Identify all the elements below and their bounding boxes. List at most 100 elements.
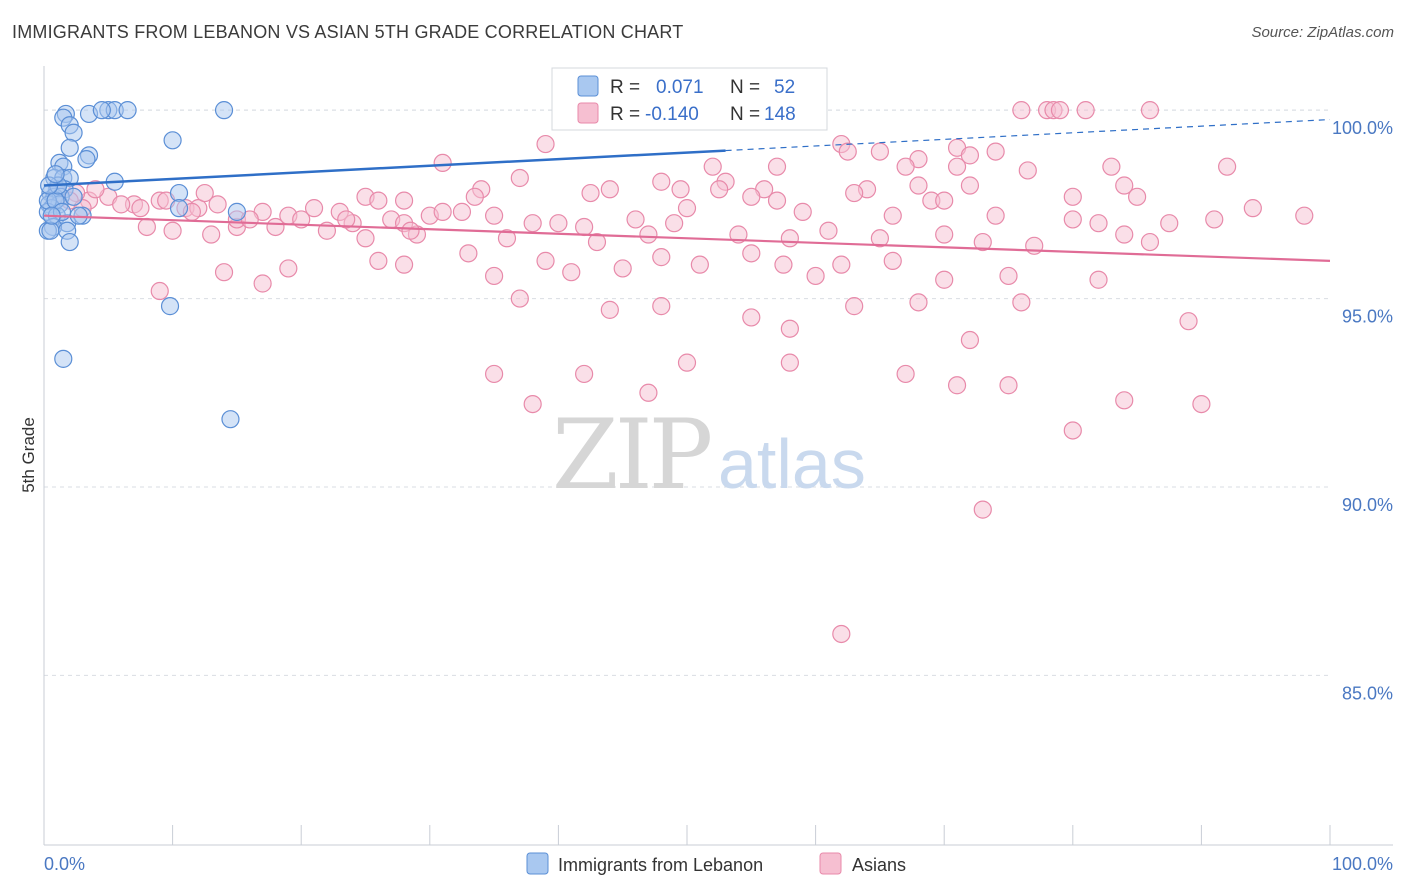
point-asians [626, 210, 645, 229]
point-lebanon [92, 101, 111, 120]
point-asians [780, 353, 799, 372]
point-lebanon [41, 221, 60, 240]
point-asians [562, 263, 581, 282]
source-credit: Source: ZipAtlas.com [1251, 24, 1394, 41]
point-asians [1140, 232, 1160, 252]
point-asians [304, 199, 324, 218]
point-asians [112, 195, 131, 214]
watermark-zip: ZIP [552, 399, 711, 511]
point-asians [208, 195, 227, 214]
watermark-atlas: atlas [718, 425, 866, 503]
point-asians [986, 142, 1005, 161]
point-asians [665, 214, 684, 233]
point-asians [163, 221, 182, 240]
point-lebanon [64, 187, 83, 206]
point-asians [1018, 161, 1037, 180]
point-asians [652, 172, 671, 191]
point-asians [1205, 210, 1224, 229]
point-asians [131, 199, 150, 218]
point-asians [202, 225, 221, 244]
y-tick-label: 100.0% [1332, 118, 1393, 138]
point-asians [960, 176, 980, 195]
trend-line-lebanon-extension [725, 118, 1331, 152]
point-asians [1012, 101, 1031, 120]
legend-label-asians: Asians [852, 855, 906, 875]
point-asians [947, 157, 967, 176]
point-asians [935, 191, 954, 210]
point-asians [832, 255, 851, 274]
point-asians [86, 180, 105, 199]
point-asians [774, 255, 793, 274]
point-lebanon [46, 165, 65, 184]
legend-n-label-2: N = [730, 104, 760, 125]
point-asians [394, 255, 414, 274]
point-asians [195, 183, 214, 203]
point-asians [575, 364, 594, 384]
point-asians [1218, 157, 1237, 176]
point-asians [819, 221, 838, 240]
trend-line-lebanon [43, 149, 726, 187]
legend-n-value-2: 148 [764, 104, 796, 125]
point-asians [1140, 101, 1160, 120]
chart-title: IMMIGRANTS FROM LEBANON VS ASIAN 5TH GRA… [12, 22, 684, 42]
point-asians [1076, 101, 1095, 120]
point-asians [523, 394, 542, 414]
point-asians [1050, 101, 1070, 120]
point-asians [1115, 176, 1134, 195]
legend-r-label-2: R = [610, 104, 640, 125]
point-asians [150, 281, 169, 301]
point-asians [536, 251, 555, 270]
point-asians [1115, 225, 1134, 244]
point-asians [690, 255, 709, 274]
point-lebanon [227, 202, 246, 221]
point-lebanon [163, 131, 182, 150]
point-lebanon [60, 138, 79, 157]
point-asians [1063, 210, 1082, 229]
point-asians [452, 202, 472, 221]
point-asians [838, 142, 857, 161]
y-tick-label: 85.0% [1342, 683, 1393, 703]
data-points [38, 101, 1314, 644]
point-asians [973, 500, 992, 519]
point-lebanon [54, 349, 73, 368]
point-asians [896, 364, 915, 384]
trend-line-asians [43, 214, 1331, 262]
x-tick-label-start: 0.0% [44, 854, 85, 874]
point-asians [1063, 421, 1082, 440]
point-asians [1243, 199, 1262, 218]
point-asians [845, 297, 864, 316]
point-asians [1192, 394, 1211, 414]
point-asians [137, 217, 156, 237]
point-asians [793, 202, 812, 221]
legend-swatch-pink [577, 102, 599, 124]
point-asians [845, 183, 864, 203]
point-asians [767, 191, 787, 210]
point-asians [1089, 214, 1108, 233]
point-lebanon [160, 297, 180, 316]
point-asians [1115, 391, 1134, 410]
y-axis-label: 5th Grade [19, 417, 38, 493]
point-asians [485, 206, 504, 225]
point-lebanon [214, 101, 234, 120]
tick-labels: 100.0% 95.0% 90.0% 85.0% 0.0% 100.0% [44, 118, 1393, 874]
point-asians [935, 225, 954, 244]
point-asians [870, 229, 890, 248]
point-asians [652, 297, 671, 316]
legend-r-value-1: 0.071 [656, 77, 704, 98]
point-asians [510, 168, 529, 188]
point-asians [1063, 187, 1082, 206]
legend-n-value-1: 52 [774, 77, 795, 98]
point-asians [575, 217, 594, 237]
legend-swatch-asians [819, 852, 842, 875]
point-asians [587, 232, 607, 252]
point-asians [960, 330, 980, 350]
point-asians [401, 221, 420, 240]
point-asians [703, 157, 722, 176]
point-asians [266, 217, 285, 237]
point-asians [1102, 157, 1121, 176]
point-asians [896, 157, 915, 176]
point-asians [1127, 187, 1147, 206]
trend-lines [43, 118, 1331, 262]
point-asians [973, 232, 992, 252]
